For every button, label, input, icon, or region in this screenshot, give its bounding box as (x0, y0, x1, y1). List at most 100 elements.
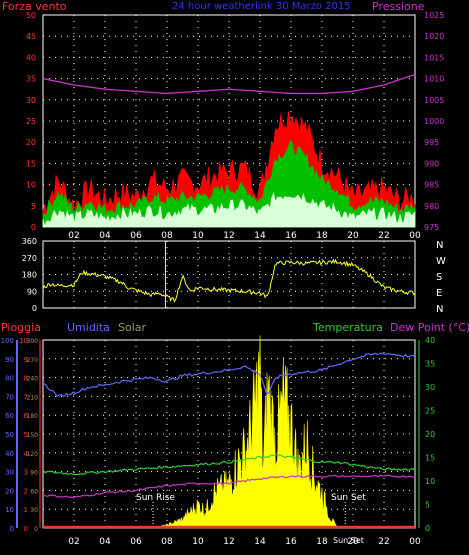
direction-tick-label: 360 (22, 237, 37, 246)
x-tick-label: 02 (68, 537, 79, 547)
solar-tick-label: 150 (27, 432, 39, 439)
x-tick-label: 14 (254, 537, 266, 547)
x-tick-label: 02 (68, 231, 79, 241)
wind-tick-label: 25 (26, 117, 36, 126)
x-tick-label: 18 (316, 231, 328, 241)
dewpoint-axis-title: Dew Point (°C) (390, 321, 469, 334)
rain-tick-label: 7 (24, 393, 28, 401)
dewpoint-line (42, 474, 416, 499)
rain-tick-label: 2 (24, 487, 28, 495)
humidity-tick-label: 40 (5, 450, 14, 458)
pressure-tick-label: 980 (424, 202, 439, 211)
humidity-tick-label: 80 (5, 375, 14, 383)
solar-tick-label: 120 (27, 451, 39, 458)
temperature-line (42, 453, 416, 476)
x-tick-label: 14 (254, 231, 266, 241)
temperature-tick-label: 30 (425, 383, 435, 392)
compass-label: N (436, 304, 443, 315)
wind-direction-line (42, 258, 416, 304)
humidity-tick-label: 10 (5, 506, 14, 514)
humidity-line (42, 352, 416, 398)
x-tick-label: 10 (192, 231, 204, 241)
climate-panel: 0102030405060708090100012345678910030609… (1, 335, 435, 547)
temperature-tick-label: 15 (425, 454, 435, 463)
rain-tick-label: 1 (24, 506, 28, 514)
direction-tick-label: 90 (27, 287, 37, 296)
rain-tick-label: 3 (24, 469, 28, 477)
humidity-tick-label: 60 (5, 412, 14, 420)
solar-area (151, 335, 339, 529)
x-tick-label: 22 (378, 537, 389, 547)
wind-tick-label: 20 (26, 138, 36, 147)
x-tick-label: 12 (223, 231, 234, 241)
compass-label: N (436, 240, 443, 251)
solar-tick-label: 210 (27, 394, 39, 401)
rain-tick-label: 8 (24, 375, 28, 383)
x-tick-label: 20 (347, 231, 359, 241)
x-tick-label: 00 (409, 231, 421, 241)
sunset-label: Sun Set (331, 493, 366, 503)
x-tick-label: 06 (130, 231, 142, 241)
pressure-tick-label: 1015 (424, 53, 444, 62)
rain-tick-label: 6 (24, 412, 29, 420)
x-tick-label: 08 (161, 231, 173, 241)
pressure-tick-label: 975 (424, 223, 439, 232)
x-tick-label: 18 (316, 537, 328, 547)
solar-tick-label: 0 (34, 526, 38, 533)
temperature-tick-label: 5 (425, 501, 430, 510)
direction-tick-label: 0 (32, 304, 37, 313)
humidity-tick-label: 0 (10, 525, 14, 533)
humidity-axis-title: Umidita (67, 321, 110, 334)
wind-min-area (42, 191, 416, 229)
x-tick-label: 00 (409, 537, 421, 547)
x-tick-label: 06 (130, 537, 142, 547)
temperature-tick-label: 20 (425, 430, 435, 439)
wind-tick-label: 30 (26, 96, 36, 105)
compass-label: S (436, 272, 442, 283)
x-tick-label: 10 (192, 537, 204, 547)
wind-tick-label: 10 (26, 181, 36, 190)
compass-label: E (436, 288, 442, 299)
pressure-tick-label: 995 (424, 138, 439, 147)
humidity-tick-label: 100 (1, 337, 14, 345)
humidity-tick-label: 20 (5, 487, 14, 495)
solar-tick-label: 300 (27, 338, 39, 345)
pressure-tick-label: 1010 (424, 75, 444, 84)
chart-title: 24 hour weatherlink 30 Marzo 2015 (172, 1, 351, 12)
sunset-bottom-label: Sun Set (333, 536, 364, 545)
humidity-tick-label: 50 (5, 431, 14, 439)
x-tick-label: 20 (347, 537, 359, 547)
direction-tick-label: 270 (22, 254, 37, 263)
x-tick-label: 16 (285, 537, 297, 547)
compass-label: W (436, 256, 446, 267)
pressure-line (42, 73, 416, 95)
pressure-tick-label: 1025 (424, 11, 444, 20)
temperature-tick-label: 25 (425, 407, 435, 416)
humidity-tick-label: 70 (5, 393, 14, 401)
rain-axis-title: Pioggia (1, 321, 41, 334)
wind-tick-label: 45 (26, 32, 36, 41)
temperature-tick-label: 0 (425, 524, 430, 533)
rain-tick-label: 5 (24, 431, 28, 439)
pressure-tick-label: 985 (424, 181, 439, 190)
pressure-axis-title: Pressione (372, 0, 425, 13)
wind-tick-label: 50 (26, 11, 36, 20)
humidity-tick-label: 30 (5, 469, 14, 477)
x-tick-label: 16 (285, 231, 297, 241)
x-tick-label: 12 (223, 537, 234, 547)
wind-tick-label: 15 (26, 159, 36, 168)
sunrise-label: Sun Rise (136, 493, 175, 503)
rain-tick-label: 4 (24, 450, 29, 458)
pressure-tick-label: 990 (424, 159, 439, 168)
pressure-tick-label: 1000 (424, 117, 444, 126)
temperature-axis-title: Temperatura (312, 321, 383, 334)
solar-tick-label: 240 (27, 376, 39, 383)
solar-axis-title: Solar (118, 321, 147, 334)
wind-tick-label: 40 (26, 53, 36, 62)
solar-tick-label: 30 (30, 507, 38, 514)
rain-tick-label: 0 (24, 525, 28, 533)
temperature-tick-label: 40 (425, 336, 435, 345)
